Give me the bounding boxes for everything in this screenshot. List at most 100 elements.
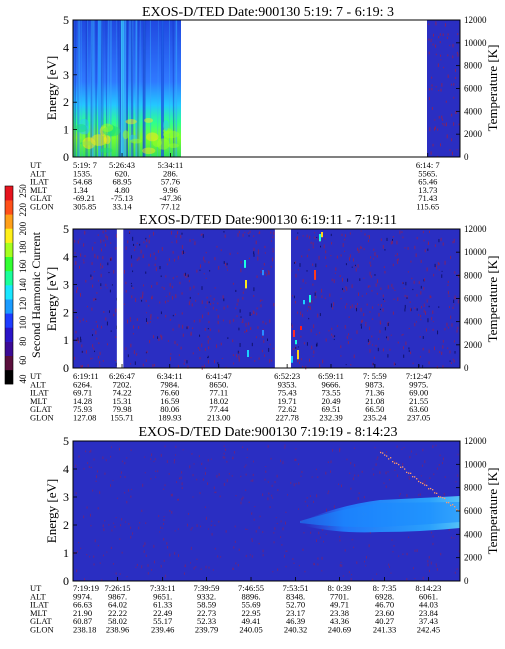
feature-mark (262, 330, 264, 336)
noise-speck (345, 234, 347, 238)
table-cell: 7:19:19 (73, 583, 99, 593)
noise-speck (143, 545, 145, 548)
noise-speck (161, 286, 163, 288)
noise-speck (282, 527, 284, 531)
noise-speck (192, 496, 194, 498)
noise-speck (388, 321, 390, 323)
noise-speck (402, 333, 404, 336)
noise-speck (189, 465, 191, 469)
noise-speck (132, 236, 134, 241)
noise-speck (271, 257, 273, 262)
noise-speck (313, 324, 315, 329)
noise-speck (86, 553, 88, 556)
noise-speck (97, 544, 99, 547)
noise-speck (75, 492, 77, 495)
colorbar-swatch (5, 228, 13, 243)
noise-speck (102, 360, 104, 362)
noise-speck (100, 273, 102, 278)
noise-speck (364, 560, 366, 563)
noise-speck (432, 542, 434, 546)
noise-speck (385, 451, 387, 453)
noise-speck (204, 506, 206, 509)
noise-speck (174, 313, 176, 316)
noise-speck (427, 560, 429, 563)
table-cell: 7984. (160, 379, 179, 389)
noise-speck (253, 251, 255, 255)
panel-1: EXOS-D/TED Date:900130 5:19: 7 - 6:19: 3… (30, 5, 500, 212)
noise-speck (181, 292, 183, 295)
trace-dot (452, 504, 454, 506)
noise-speck (197, 293, 199, 295)
table-cell: 14.28 (73, 396, 92, 406)
noise-speck (201, 343, 203, 348)
noise-speck (232, 282, 234, 285)
noise-speck (223, 306, 225, 310)
noise-speck (360, 245, 362, 250)
noise-speck (195, 566, 197, 568)
noise-speck (193, 285, 195, 289)
texture-blob (125, 119, 137, 125)
noise-speck (308, 306, 310, 308)
noise-speck (369, 271, 371, 276)
noise-speck (420, 259, 422, 263)
noise-speck (449, 44, 451, 47)
noise-speck (358, 492, 360, 495)
noise-speck (169, 553, 171, 557)
table-cell: 5565. (418, 168, 437, 178)
noise-speck (271, 359, 273, 362)
noise-speck (390, 241, 392, 245)
noise-speck (132, 532, 134, 535)
noise-speck (380, 287, 382, 290)
noise-speck (252, 310, 254, 315)
noise-speck (98, 280, 100, 282)
noise-speck (293, 483, 295, 487)
noise-speck (272, 236, 274, 239)
noise-speck (150, 313, 152, 317)
colorbar-tick-label: 160 (18, 259, 28, 273)
noise-speck (427, 241, 429, 245)
table-cell: 6928. (375, 591, 394, 601)
noise-speck (423, 239, 425, 242)
noise-speck (270, 265, 272, 268)
noise-speck (100, 287, 102, 289)
noise-speck (407, 271, 409, 273)
noise-speck (252, 479, 254, 482)
noise-speck (321, 295, 323, 299)
noise-speck (402, 346, 404, 350)
table-cell: 69.00 (409, 388, 428, 398)
noise-speck (455, 110, 457, 114)
ytick-right-label: 6000 (464, 294, 483, 304)
noise-speck (126, 576, 128, 578)
noise-speck (222, 295, 224, 299)
colorbar-tick-label: 140 (18, 278, 28, 292)
table-cell: 64.02 (108, 600, 127, 610)
feature-mark (247, 350, 249, 358)
noise-speck (379, 471, 381, 474)
noise-speck (415, 253, 417, 258)
noise-speck (396, 253, 398, 256)
feature-mark (314, 270, 316, 280)
noise-speck (347, 278, 349, 282)
noise-speck (399, 493, 401, 495)
noise-speck (302, 235, 304, 237)
noise-speck (458, 549, 460, 553)
noise-speck (143, 550, 145, 553)
noise-speck (99, 562, 101, 564)
noise-speck (160, 275, 162, 278)
noise-speck (387, 471, 389, 473)
noise-speck (229, 320, 231, 324)
noise-speck (363, 313, 365, 317)
noise-speck (156, 282, 158, 286)
noise-speck (149, 321, 151, 323)
noise-speck (198, 455, 200, 458)
noise-speck (245, 489, 247, 492)
noise-speck (360, 320, 362, 323)
noise-speck (220, 249, 222, 252)
noise-speck (389, 566, 391, 568)
noise-speck (325, 265, 327, 268)
noise-speck (138, 526, 140, 530)
table-cell: 77.12 (161, 202, 180, 212)
noise-speck (376, 292, 378, 295)
table-cell: 79.98 (112, 404, 131, 414)
noise-speck (190, 562, 192, 564)
